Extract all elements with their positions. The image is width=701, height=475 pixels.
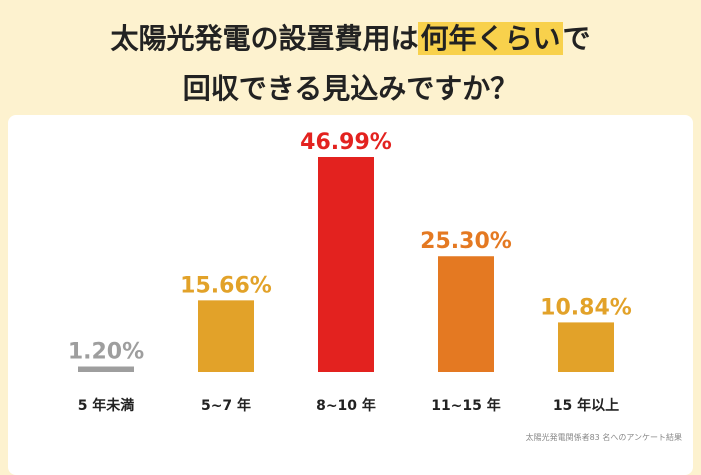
note: 太陽光発電関係者83 名へのアンケート結果 xyxy=(526,432,682,442)
bar xyxy=(198,300,254,372)
bar xyxy=(78,366,134,372)
bar xyxy=(558,322,614,372)
x-tick-label: 5~7 年 xyxy=(201,397,251,414)
x-tick-label: 8~10 年 xyxy=(316,397,376,414)
x-tick-label: 15 年以上 xyxy=(553,397,619,414)
value-label: 1.20% xyxy=(68,340,144,365)
value-label: 25.30% xyxy=(420,229,512,254)
x-tick-label: 5 年未満 xyxy=(78,397,135,414)
value-label: 46.99% xyxy=(300,130,392,155)
title-part: 何年くらい xyxy=(418,22,563,55)
value-label: 15.66% xyxy=(180,273,272,298)
chart-title: 太陽光発電の設置費用は何年くらいで 回収できる見込みですか？ xyxy=(0,14,701,114)
title-part: 回収できる見込みですか？ xyxy=(182,72,519,105)
chart: 太陽光発電関係者83 名へのアンケート結果 1.20% 5 年未満 15.66% 5~… xyxy=(66,128,682,442)
x-tick-label: 11~15 年 xyxy=(431,397,501,414)
title-line: 回収できる見込みですか？ xyxy=(0,64,701,114)
value-label: 10.84% xyxy=(540,295,632,320)
bar xyxy=(438,256,494,372)
page: 太陽光発電の設置費用は何年くらいで 回収できる見込みですか？ 太陽光発電関係者8… xyxy=(0,14,701,475)
title-part: で xyxy=(562,22,591,55)
title-part: 太陽光発電の設置費用は xyxy=(110,22,419,55)
bar xyxy=(318,157,374,372)
title-line: 太陽光発電の設置費用は何年くらいで xyxy=(0,14,701,64)
